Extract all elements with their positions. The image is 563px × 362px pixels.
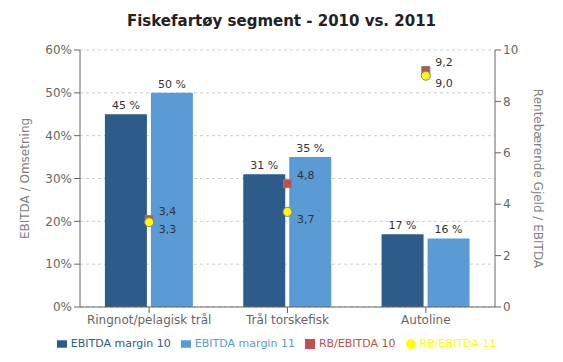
svg-text:45 %: 45 % (112, 99, 140, 112)
svg-text:8: 8 (503, 95, 511, 109)
svg-text:35 %: 35 % (296, 142, 324, 155)
svg-text:0: 0 (503, 300, 511, 314)
svg-text:Rentebærende Gjeld / EBITDA: Rentebærende Gjeld / EBITDA (531, 89, 545, 269)
svg-text:10: 10 (503, 43, 518, 57)
svg-text:0%: 0% (53, 300, 72, 314)
svg-text:6: 6 (503, 146, 511, 160)
svg-text:EBITDA / Omsetning: EBITDA / Omsetning (18, 118, 32, 239)
svg-text:Trål torskefisk: Trål torskefisk (245, 313, 329, 327)
html-text:RB/EBITDA 10: RB/EBITDA 10 (318, 337, 396, 350)
svg-text:10%: 10% (45, 257, 72, 271)
svg-text:3,4: 3,4 (159, 205, 177, 218)
svg-text:17 %: 17 % (389, 219, 417, 232)
svg-text:9,0: 9,0 (435, 77, 453, 90)
svg-text:4,8: 4,8 (297, 169, 315, 182)
svg-text:20%: 20% (45, 215, 72, 229)
html-text:Fiskefartøy segment - 2010 vs.: Fiskefartøy segment - 2010 vs. 2011 (127, 12, 436, 30)
html-text:EBITDA margin 10: EBITDA margin 10 (70, 337, 171, 350)
svg-text:3,7: 3,7 (297, 213, 315, 226)
svg-text:30%: 30% (45, 172, 72, 186)
svg-text:Ringnot/pelagisk trål: Ringnot/pelagisk trål (87, 313, 212, 327)
html-text:EBITDA margin 11: EBITDA margin 11 (194, 337, 295, 350)
svg-text:Autoline: Autoline (401, 313, 451, 327)
html-text:RB/EBITDA 11: RB/EBITDA 11 (419, 337, 497, 350)
svg-text:16 %: 16 % (435, 223, 463, 236)
svg-text:50 %: 50 % (158, 78, 186, 91)
svg-text:60%: 60% (45, 43, 72, 57)
svg-text:4: 4 (503, 197, 511, 211)
svg-text:50%: 50% (45, 86, 72, 100)
svg-text:9,2: 9,2 (435, 56, 453, 69)
svg-text:31 %: 31 % (250, 159, 278, 172)
svg-text:40%: 40% (45, 129, 72, 143)
svg-text:3,3: 3,3 (159, 223, 177, 236)
svg-text:2: 2 (503, 249, 511, 263)
